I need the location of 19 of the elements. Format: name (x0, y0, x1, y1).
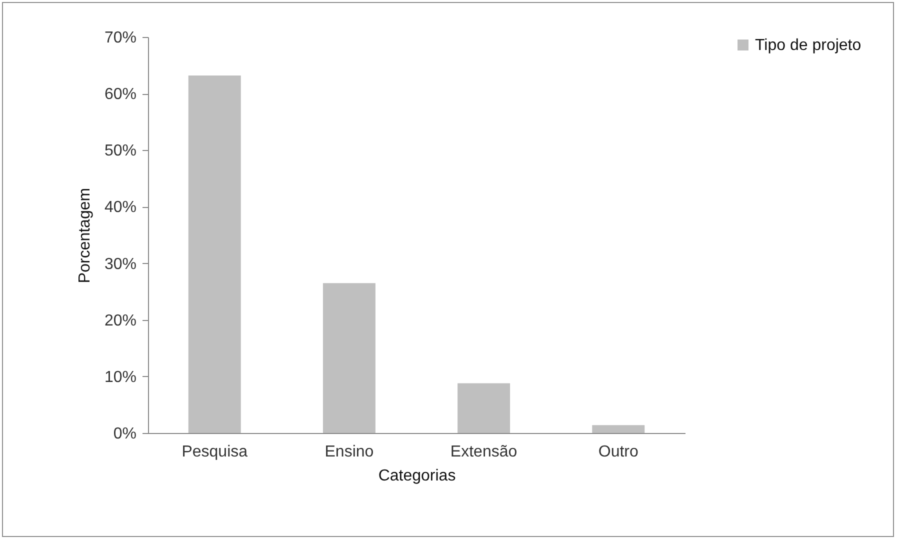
bar (592, 425, 645, 433)
y-tick-label: 0% (113, 426, 136, 442)
bar (458, 383, 510, 433)
y-axis-title: Porcentagem (76, 188, 94, 284)
x-tick-label: Outro (598, 444, 638, 460)
y-tick-label: 50% (104, 142, 136, 160)
bar (188, 75, 241, 433)
y-tick-label: 60% (104, 86, 136, 104)
x-axis-title: Categorias (378, 468, 456, 484)
x-tick-label: Ensino (324, 444, 374, 460)
y-tick-label: 30% (104, 256, 136, 273)
y-tick-label: 10% (104, 368, 136, 386)
legend-label: Tipo de projeto (755, 37, 862, 54)
x-tick-label: Pesquisa (182, 444, 248, 460)
x-tick-label: Extensão (450, 444, 518, 460)
bar (322, 283, 376, 433)
y-tick-label: 40% (104, 199, 136, 216)
y-tick-label: 70% (104, 30, 136, 46)
y-tick-label: 20% (104, 312, 136, 330)
